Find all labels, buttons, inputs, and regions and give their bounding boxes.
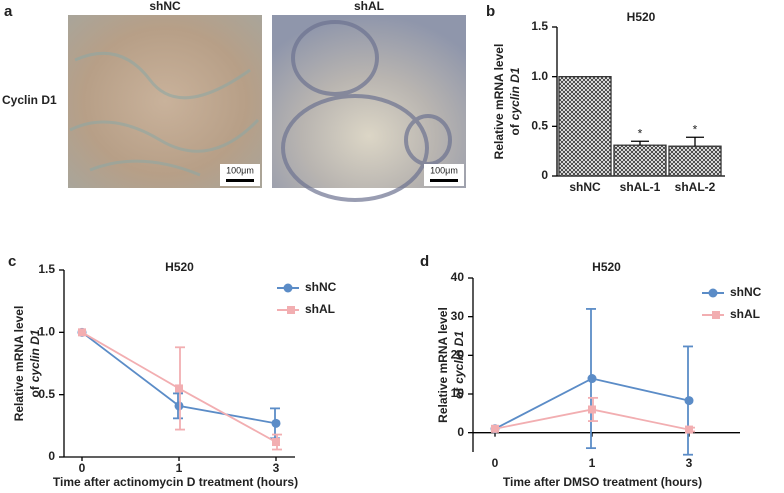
y-axis-label: Relative mRNA level: [492, 44, 506, 160]
x-tick-label: 3: [686, 456, 693, 470]
legend-label: shNC: [305, 280, 337, 294]
bar: [558, 76, 612, 177]
marker: [272, 438, 280, 447]
marker: [174, 401, 184, 411]
marker: [271, 418, 281, 428]
marker: [491, 424, 499, 433]
y-axis-label: Relative mRNA level: [436, 307, 450, 423]
y-axis-label: of cyclin D1: [452, 331, 466, 399]
legend-label: shAL: [730, 307, 760, 321]
scale-bar: [430, 179, 458, 182]
marker: [587, 374, 597, 384]
legend-label: shNC: [730, 285, 762, 299]
y-tick-label: 0: [48, 449, 55, 463]
x-tick-label: shNC: [569, 180, 601, 194]
y-label-part: of: [508, 123, 522, 135]
significance: *: [638, 126, 643, 140]
column-title: shAL: [354, 0, 384, 13]
y-tick-label: 1.0: [531, 69, 548, 83]
y-label-part: cyclin D1: [452, 331, 466, 384]
x-axis-label: Time after DMSO treatment (hours): [503, 475, 702, 489]
y-label-part: of: [28, 385, 42, 397]
micrograph: [68, 15, 262, 188]
legend-marker: [712, 311, 720, 319]
y-tick-label: 40: [451, 270, 465, 284]
panel-letter: a: [4, 3, 13, 20]
panel-letter: d: [420, 253, 429, 270]
x-tick-label: 3: [273, 461, 280, 475]
x-tick-label: 1: [589, 456, 596, 470]
chart-title: H520: [627, 10, 656, 24]
row-label: Cyclin D1: [2, 93, 57, 107]
panel-letter: b: [486, 3, 495, 20]
legend-marker: [283, 283, 293, 293]
marker: [685, 425, 693, 434]
marker: [684, 396, 694, 406]
y-tick-label: 0: [541, 168, 548, 182]
y-label-part: cyclin D1: [508, 67, 522, 120]
y-axis-label: of cyclin D1: [508, 67, 522, 135]
scale-label: 100μm: [430, 165, 458, 175]
y-tick-label: 0.5: [38, 387, 55, 401]
column-title: shNC: [149, 0, 181, 13]
y-tick-label: 10: [451, 386, 465, 400]
panel-letter: c: [8, 253, 16, 270]
x-tick-label: 0: [79, 461, 86, 475]
y-label-part: cyclin D1: [28, 329, 42, 382]
y-axis-label: of cyclin D1: [28, 329, 42, 397]
y-label-part: of: [452, 387, 466, 399]
scale-bar: [226, 179, 254, 182]
legend-marker: [708, 288, 718, 298]
y-tick-label: 1.5: [38, 262, 55, 276]
chart-panel: c H520 Relative mRNA level of cyclin D1 0 0.5 1…: [8, 253, 337, 489]
panel-a: a shNC shAL Cyclin D1 100μm 100μm: [2, 0, 466, 202]
chart-panel: b H520 Relative mRNA level of cyclin D1 0 0.5 1…: [486, 3, 725, 194]
marker: [588, 405, 596, 414]
scale-label: 100μm: [226, 165, 254, 175]
x-tick-label: 0: [492, 456, 499, 470]
texture: [69, 51, 260, 177]
y-tick-label: 0.5: [531, 119, 548, 133]
y-tick-label: 1.0: [38, 325, 55, 339]
x-axis-label: Time after actinomycin D treatment (hour…: [53, 475, 298, 489]
x-tick-label: shAL-2: [675, 180, 716, 194]
y-tick-label: 0: [457, 425, 464, 439]
y-axis-label: Relative mRNA level: [12, 306, 26, 422]
bar: [613, 144, 667, 177]
significance: *: [693, 122, 698, 136]
legend-label: shAL: [305, 302, 335, 316]
bar: [668, 145, 722, 177]
y-tick-label: 20: [451, 348, 465, 362]
x-tick-label: shAL-1: [620, 180, 661, 194]
marker: [175, 384, 183, 393]
y-tick-label: 30: [451, 309, 465, 323]
micrograph: [272, 15, 466, 188]
x-tick-label: 1: [176, 461, 183, 475]
y-tick-label: 1.5: [531, 19, 548, 33]
marker: [78, 328, 86, 337]
legend-marker: [287, 306, 295, 314]
chart-title: H520: [165, 260, 194, 274]
chart-title: H520: [592, 260, 621, 274]
